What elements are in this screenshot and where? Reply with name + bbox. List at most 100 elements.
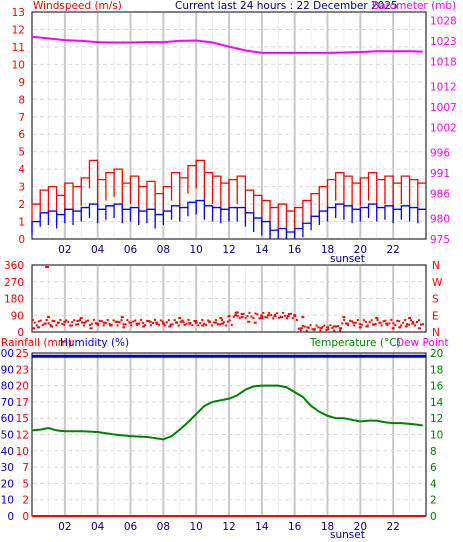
wind-direction-point bbox=[35, 324, 38, 327]
wind-direction-point bbox=[79, 317, 83, 320]
wind-direction-point bbox=[193, 320, 196, 323]
wind-direction-point bbox=[317, 326, 320, 329]
wind-direction-point bbox=[151, 321, 154, 324]
wind-direction-point bbox=[372, 323, 375, 326]
wind-direction-point bbox=[144, 324, 147, 327]
wind-direction-point bbox=[244, 317, 247, 320]
panel1-series bbox=[31, 35, 426, 239]
y-left-tick-label: 3 bbox=[18, 182, 25, 194]
wind-direction-point bbox=[181, 320, 185, 323]
wind-direction-point bbox=[358, 326, 362, 329]
wind-direction-point bbox=[219, 317, 223, 320]
wind-direction-point bbox=[343, 318, 346, 321]
wind-direction-point bbox=[282, 311, 285, 314]
y-right-tick-label: 975 bbox=[430, 234, 450, 246]
wind-direction-point bbox=[100, 320, 103, 323]
wind-direction-point bbox=[108, 322, 111, 325]
wind-direction-point bbox=[185, 322, 188, 325]
wind-direction-point bbox=[161, 320, 164, 323]
wind-direction-point bbox=[102, 321, 106, 324]
x-tick-label: 16 bbox=[288, 521, 302, 533]
wind-direction-point bbox=[266, 316, 269, 319]
wind-direction-point bbox=[280, 315, 283, 318]
wind-direction-point bbox=[45, 266, 50, 268]
wind-direction-point bbox=[394, 324, 397, 327]
y-right-compass-label: N bbox=[432, 327, 440, 339]
y-right-tick-label: 8 bbox=[430, 446, 437, 458]
temperature-axis-label: Temperature (°C) bbox=[309, 337, 401, 349]
wind-direction-point bbox=[73, 319, 76, 322]
wind-direction-point bbox=[315, 324, 318, 327]
wind-direction-point bbox=[410, 319, 413, 322]
wind-direction-point bbox=[274, 313, 277, 316]
wind-direction-point bbox=[37, 320, 40, 323]
wind-direction-point bbox=[63, 323, 66, 326]
wind-direction-point bbox=[194, 321, 198, 324]
wind-direction-point bbox=[329, 324, 332, 327]
wind-direction-point bbox=[65, 319, 68, 322]
wind-direction-point bbox=[92, 318, 95, 321]
wind-direction-point bbox=[179, 320, 182, 323]
wind-direction-point bbox=[276, 312, 279, 315]
wind-direction-point bbox=[287, 313, 290, 316]
wind-direction-point bbox=[163, 324, 166, 327]
y-right-tick-label: 1023 bbox=[430, 36, 457, 48]
wind-direction-point bbox=[398, 320, 401, 323]
y-left-tick-label: 8 bbox=[18, 94, 25, 106]
wind-direction-point bbox=[150, 324, 153, 327]
x-tick-label: 10 bbox=[189, 244, 202, 256]
wind-direction-point bbox=[132, 320, 135, 323]
wind-direction-point bbox=[408, 317, 412, 320]
wind-direction-point bbox=[348, 319, 351, 322]
wind-direction-point bbox=[406, 323, 409, 326]
y-left-tick-label: 0 bbox=[7, 511, 14, 523]
wind-direction-point bbox=[134, 319, 137, 322]
wind-direction-point bbox=[142, 325, 146, 328]
wind-direction-point bbox=[345, 322, 348, 325]
wind-direction-point bbox=[286, 315, 290, 318]
wind-direction-point bbox=[419, 323, 422, 326]
y-left-tick-label: 360 bbox=[4, 260, 24, 272]
wind-direction-point bbox=[380, 324, 383, 327]
wind-direction-point bbox=[404, 318, 407, 321]
wind-direction-point bbox=[177, 324, 180, 327]
wind-direction-point bbox=[110, 323, 113, 326]
panel2-series bbox=[31, 266, 424, 332]
x-tick-label: 12 bbox=[222, 244, 235, 256]
wind-direction-point bbox=[220, 319, 223, 322]
wind-direction-point bbox=[155, 321, 159, 324]
wind-direction-point bbox=[214, 321, 218, 324]
wind-direction-point bbox=[165, 321, 168, 324]
wind-direction-point bbox=[135, 322, 139, 325]
wind-direction-point bbox=[50, 325, 54, 328]
wind-direction-point bbox=[391, 327, 395, 330]
wind-direction-point bbox=[122, 326, 126, 329]
wind-direction-point bbox=[272, 317, 275, 320]
wind-direction-point bbox=[142, 322, 145, 325]
sunset-label-top: sunset bbox=[330, 253, 365, 265]
wind-direction-point bbox=[128, 321, 131, 324]
wind-direction-point bbox=[305, 329, 308, 332]
wind-direction-point bbox=[382, 320, 385, 323]
wind-direction-point bbox=[88, 324, 91, 327]
panel3-hour-tick-labels: 02 04 06 08 10 12 14 16 18 20 22 bbox=[58, 521, 400, 533]
wind-direction-point bbox=[354, 321, 357, 324]
wind-direction-point bbox=[222, 321, 225, 324]
x-tick-label: 10 bbox=[189, 521, 202, 533]
y-left-tick-label: 180 bbox=[4, 294, 24, 306]
wind-direction-point bbox=[178, 317, 182, 320]
wind-direction-point bbox=[57, 321, 60, 324]
y-right-tick-label: 996 bbox=[430, 147, 450, 159]
panel2-grid bbox=[33, 266, 425, 331]
rainfall-tick-label: 17 bbox=[16, 397, 29, 409]
y-left-tick-label: 50 bbox=[1, 430, 14, 442]
wind-direction-point bbox=[412, 320, 415, 323]
y-left-tick-label: 100 bbox=[0, 348, 14, 360]
wind-direction-point bbox=[187, 318, 190, 321]
wind-direction-point bbox=[181, 319, 184, 322]
wind-direction-point bbox=[83, 324, 86, 327]
wind-direction-point bbox=[169, 323, 172, 326]
y-left-tick-label: 6 bbox=[18, 129, 25, 141]
y-left-tick-label: 70 bbox=[1, 397, 14, 409]
